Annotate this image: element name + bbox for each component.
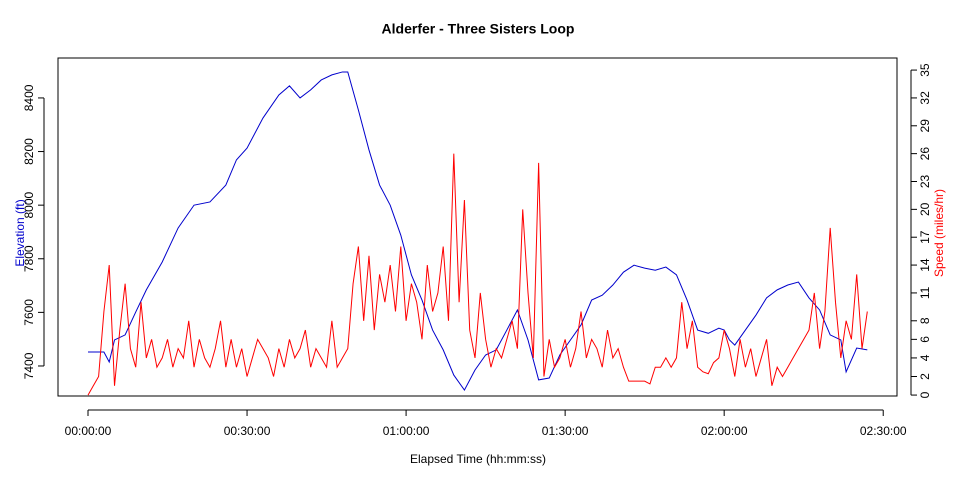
- y2-tick-label: 0: [918, 391, 932, 398]
- y2-tick-label: 11: [918, 286, 932, 299]
- chart-title: Alderfer - Three Sisters Loop: [382, 21, 575, 37]
- series-line: [87, 153, 868, 396]
- y2-tick-label: 29: [918, 119, 932, 133]
- plot-frame: [57, 57, 898, 397]
- y2-tick-label: 26: [918, 147, 932, 161]
- y2-tick-label: 8: [918, 317, 932, 324]
- x-tick-label: 00:30:00: [224, 424, 271, 438]
- y2-tick-label: 32: [918, 91, 932, 105]
- y-tick-label: 7800: [22, 245, 36, 272]
- y2-tick-label: 35: [918, 63, 932, 77]
- x-tick-label: 02:00:00: [701, 424, 748, 438]
- series-line: [88, 71, 868, 392]
- y2-tick-label: 17: [918, 230, 932, 244]
- x-axis-label: Elapsed Time (hh:mm:ss): [410, 452, 546, 466]
- y2-tick-label: 23: [918, 175, 932, 189]
- y-axis-label: Elevation (ft): [13, 199, 27, 266]
- y2-tick-label: 14: [918, 258, 932, 272]
- x-tick-label: 02:30:00: [860, 424, 907, 438]
- y2-axis-label: Speed (miles/hr): [932, 189, 946, 277]
- y2-tick-label: 6: [918, 336, 932, 343]
- y-tick-label: 7400: [22, 352, 36, 379]
- x-tick-label: 01:00:00: [383, 424, 430, 438]
- x-tick-label: 01:30:00: [542, 424, 589, 438]
- y2-tick-label: 20: [918, 202, 932, 216]
- y-tick-label: 8200: [22, 138, 36, 165]
- y-tick-label: 7600: [22, 299, 36, 326]
- x-tick-label: 00:00:00: [65, 424, 112, 438]
- y2-tick-label: 2: [918, 373, 932, 380]
- y-tick-label: 8000: [22, 191, 36, 218]
- y-tick-label: 8400: [22, 84, 36, 111]
- y2-tick-label: 4: [918, 354, 932, 361]
